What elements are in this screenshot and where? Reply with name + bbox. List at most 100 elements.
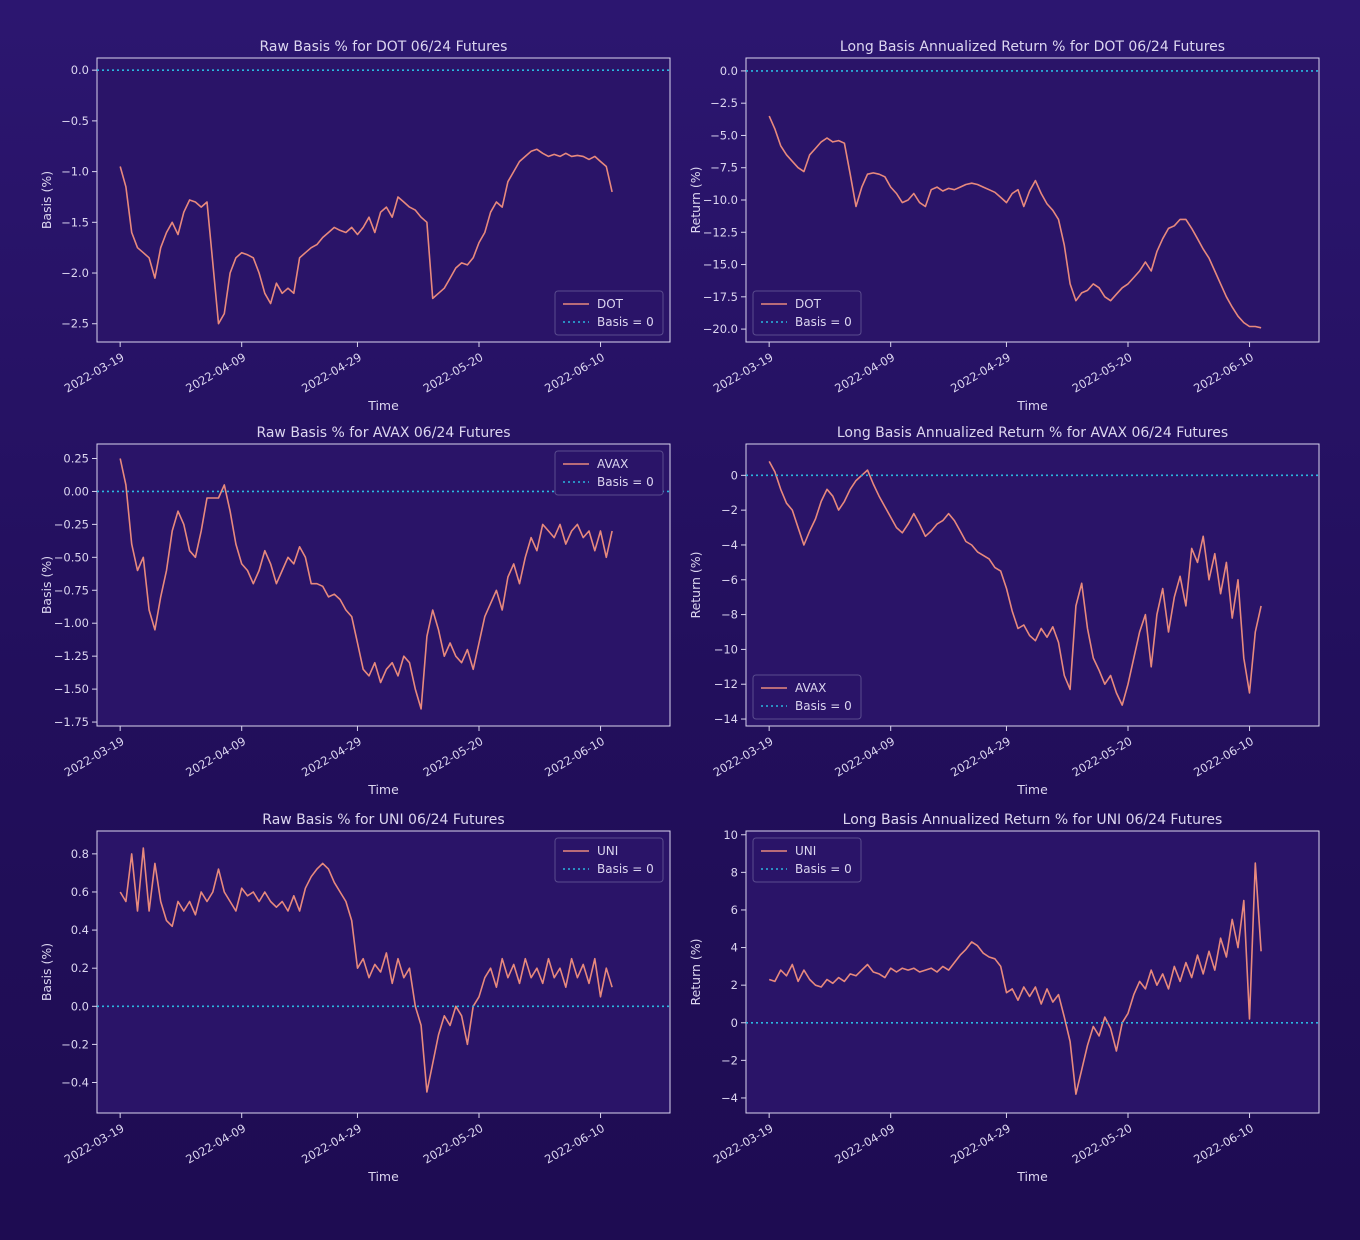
legend-box [554,450,664,496]
legend-label: UNI [597,844,618,858]
y-tick-label: 6 [731,903,738,917]
x-tick-label: 2022-03-19 [711,1121,776,1167]
y-tick-label: −2.5 [61,317,89,331]
legend-box [554,837,664,883]
y-tick-label: 8 [731,865,738,879]
x-tick-label: 2022-03-19 [62,734,127,780]
y-tick-label: 0.4 [71,923,89,937]
x-tick-label: 2022-05-20 [1070,734,1135,780]
x-tick-label: 2022-05-20 [1070,1121,1135,1167]
x-tick-label: 2022-03-19 [711,734,776,780]
y-tick-label: −0.2 [61,1037,89,1051]
series-line-dot [119,148,613,325]
legend-label: UNI [795,844,816,858]
x-tick-label: 2022-03-19 [62,1121,127,1167]
chart-panel-5: Raw Basis % for UNI 06/24 Futures 0.8 0.6 0… [39,812,671,1184]
y-tick-label: −1.50 [54,682,89,696]
x-tick-label: 2022-04-29 [948,1121,1013,1167]
legend-label: DOT [597,297,624,311]
x-tick-label: 2022-03-19 [62,350,127,396]
x-tick-label: 2022-04-09 [183,1121,248,1167]
chart-panel-1: Raw Basis % for DOT 06/24 Futures 0.0 −0.5… [39,39,671,413]
y-tick-label: −1.25 [54,649,89,663]
y-tick-label: 0.8 [71,847,89,861]
y-tick-label: 0 [731,468,738,482]
x-tick-label: 2022-04-29 [948,350,1013,396]
y-axis-label: Return (%) [688,166,703,233]
x-tick-label: 2022-06-10 [542,1121,607,1167]
x-tick-label: 2022-04-09 [832,1121,897,1167]
y-tick-label: −6 [721,573,738,587]
legend: AVAX Basis = 0 [554,450,664,496]
y-tick-label: −0.75 [54,583,89,597]
series-line-dot [768,115,1262,329]
chart-title: Long Basis Annualized Return % for UNI 0… [843,812,1223,828]
y-axis-label: Return (%) [688,938,703,1005]
y-tick-label: 2 [731,978,738,992]
x-tick-label: 2022-04-09 [832,350,897,396]
y-tick-label: −17.5 [703,290,738,304]
x-tick-label: 2022-04-09 [832,734,897,780]
y-tick-label: 10 [723,828,738,842]
x-tick-label: 2022-06-10 [542,734,607,780]
x-axis-label: Time [367,782,399,797]
x-tick-label: 2022-06-10 [542,350,607,396]
x-tick-label: 2022-04-09 [183,350,248,396]
x-axis-label: Time [1016,782,1048,797]
series-line-uni [119,847,613,1093]
y-tick-label: −0.5 [61,114,89,128]
chart-title: Raw Basis % for AVAX 06/24 Futures [256,425,510,441]
y-tick-label: 4 [731,941,738,955]
chart-panel-6: Long Basis Annualized Return % for UNI 0… [688,812,1320,1184]
series-line-avax [119,458,613,710]
x-tick-label: 2022-06-10 [1191,734,1256,780]
legend-label: AVAX [597,457,628,471]
chart-title: Long Basis Annualized Return % for AVAX … [837,425,1228,441]
legend-label: Basis = 0 [597,315,654,329]
chart-title: Raw Basis % for DOT 06/24 Futures [260,39,508,55]
y-tick-label: −2 [721,503,738,517]
x-tick-label: 2022-06-10 [1191,350,1256,396]
legend-label: Basis = 0 [597,475,654,489]
legend-label: Basis = 0 [795,699,852,713]
x-tick-label: 2022-05-20 [1070,350,1135,396]
y-tick-label: −12.5 [703,225,738,239]
y-tick-label: 0 [731,1016,738,1030]
legend: UNI Basis = 0 [554,837,664,883]
y-tick-label: −1.5 [61,215,89,229]
legend-label: AVAX [795,681,826,695]
y-tick-label: −4 [721,538,738,552]
y-tick-label: −0.4 [61,1076,89,1090]
chart-panel-4: Long Basis Annualized Return % for AVAX … [688,425,1320,797]
y-tick-label: −8 [721,608,738,622]
legend: DOT Basis = 0 [752,290,862,336]
y-tick-label: −10.0 [703,193,738,207]
x-tick-label: 2022-04-29 [948,734,1013,780]
x-tick-label: 2022-04-29 [299,350,364,396]
y-tick-label: −10 [714,642,738,656]
y-tick-label: −1.0 [61,165,89,179]
y-tick-label: −5.0 [710,128,738,142]
legend-label: Basis = 0 [795,862,852,876]
y-tick-label: 0.0 [71,63,89,77]
y-tick-label: 0.6 [71,885,89,899]
legend-label: Basis = 0 [597,862,654,876]
chart-panel-2: Long Basis Annualized Return % for DOT 0… [688,39,1320,413]
y-tick-label: −4 [721,1091,738,1105]
y-tick-label: 0.0 [720,64,738,78]
y-tick-label: −2.5 [710,96,738,110]
y-tick-label: −2 [721,1053,738,1067]
x-tick-label: 2022-04-09 [183,734,248,780]
legend-box [554,290,664,336]
x-axis-label: Time [1016,398,1048,413]
x-tick-label: 2022-05-20 [421,350,486,396]
y-axis-label: Basis (%) [39,556,54,614]
y-tick-label: −7.5 [710,161,738,175]
chart-panel-3: Raw Basis % for AVAX 06/24 Futures 0.25 0.… [39,425,671,797]
legend: AVAX Basis = 0 [752,674,862,720]
y-tick-label: −0.25 [54,517,89,531]
x-axis-label: Time [367,398,399,413]
legend-label: Basis = 0 [795,315,852,329]
legend: DOT Basis = 0 [554,290,664,336]
legend-box [752,837,862,883]
